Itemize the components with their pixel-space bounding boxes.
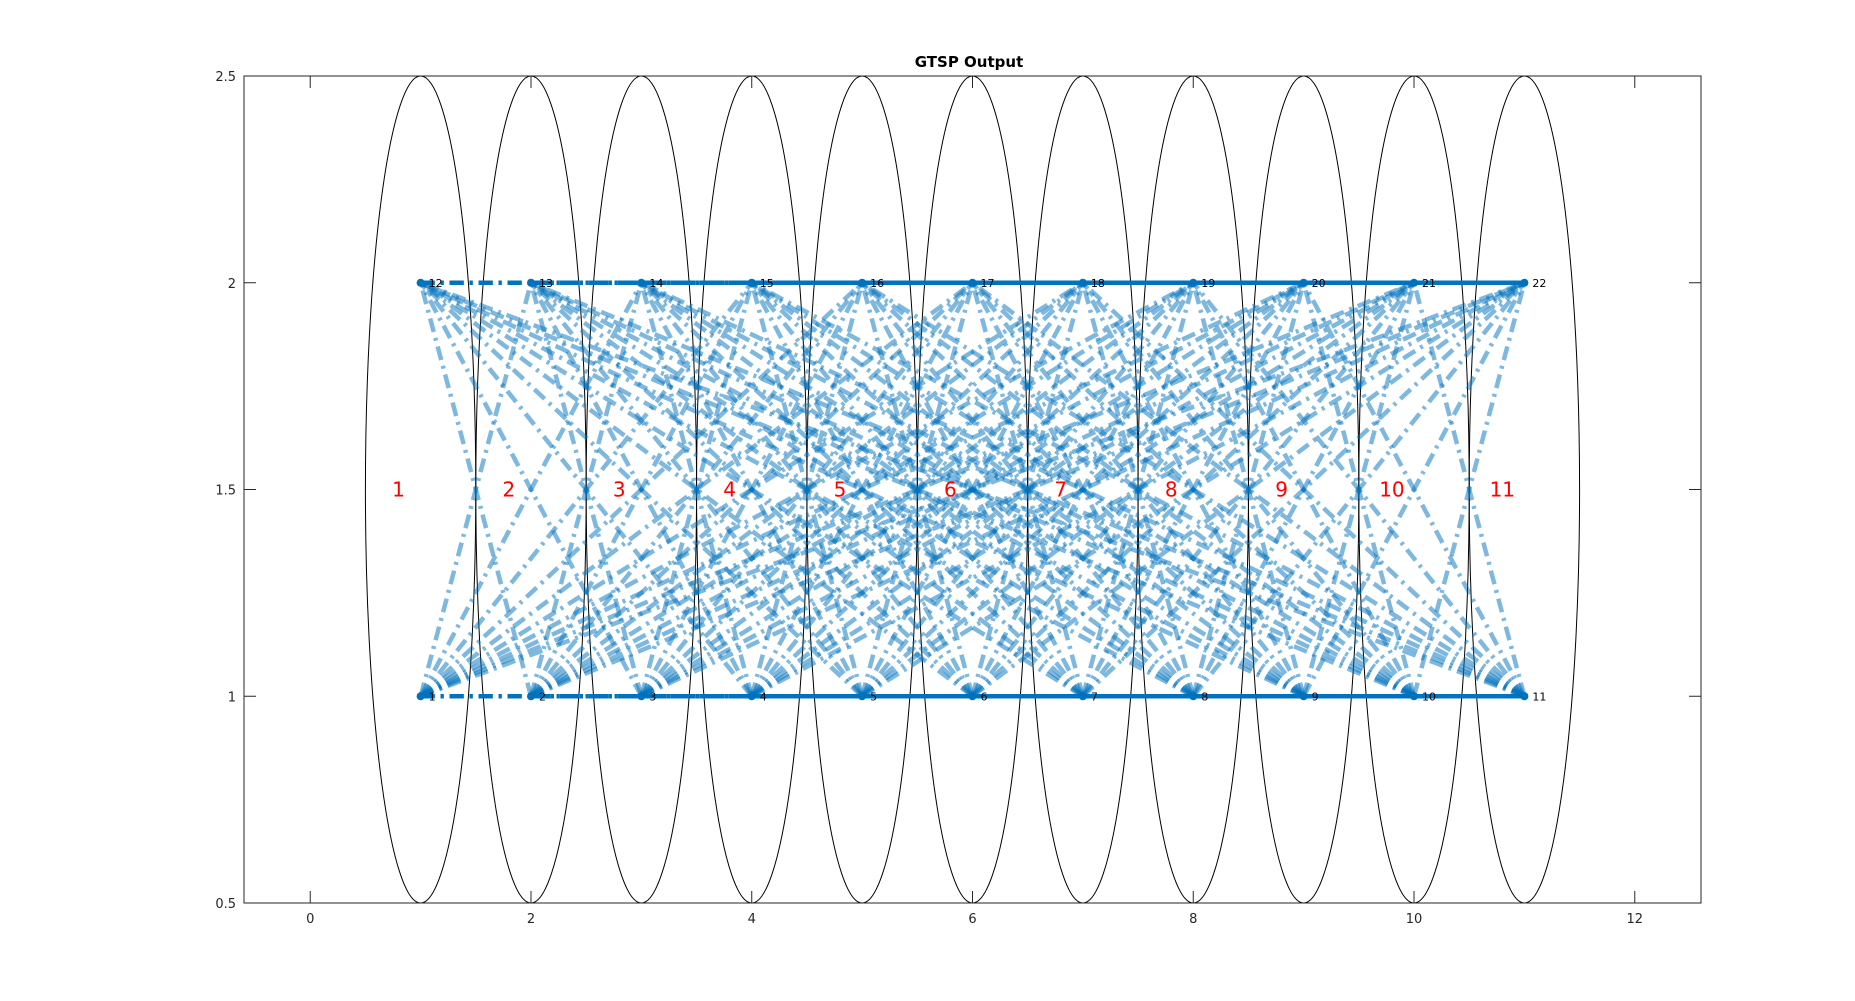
y-tick-label-1.5: 1.5	[215, 484, 236, 499]
axes: 0 2 4 6 8 10 120.511.522.5	[215, 70, 1702, 927]
node-3-point	[637, 692, 646, 701]
x-tick-label-0: 0	[306, 912, 314, 927]
node-18-label: 18	[1091, 277, 1105, 290]
node-18-point	[1078, 278, 1087, 287]
edge-10-15	[750, 280, 1416, 699]
x-tick-label-12: 12	[1626, 912, 1643, 927]
cluster-label-9: 9	[1275, 478, 1288, 502]
edge-11-21	[1411, 282, 1527, 697]
edge-10-12	[419, 280, 1415, 699]
edge-11-15	[750, 280, 1526, 699]
node-11-label: 11	[1532, 690, 1546, 703]
node-16-point	[858, 278, 867, 287]
node-20-point	[1299, 278, 1308, 287]
edge-11-18	[1081, 281, 1526, 698]
edge-4-12	[418, 281, 754, 698]
node-1-label: 1	[429, 690, 436, 703]
node-17-point	[968, 278, 977, 287]
node-12-point	[416, 278, 425, 287]
cluster-label-6: 6	[944, 478, 957, 502]
node-15-label: 15	[760, 277, 774, 290]
node-1-point	[416, 692, 425, 701]
edge-9-13	[529, 280, 1305, 699]
cluster-label-4: 4	[723, 478, 736, 502]
y-tick-label-2: 2	[228, 277, 236, 292]
node-12-label: 12	[429, 277, 443, 290]
edge-11-12	[419, 280, 1526, 699]
node-9-point	[1299, 692, 1308, 701]
edge-8-12	[419, 280, 1195, 699]
node-22-point	[1520, 278, 1529, 287]
edge-3-12	[418, 281, 644, 698]
node-20-label: 20	[1312, 277, 1326, 290]
edge-5-12	[419, 281, 864, 698]
node-5-point	[858, 692, 867, 701]
node-16-label: 16	[870, 277, 884, 290]
edge-9-12	[419, 280, 1305, 699]
edge-11-19	[1191, 281, 1527, 698]
node-21-point	[1410, 278, 1419, 287]
node-7-label: 7	[1091, 690, 1098, 703]
node-5-label: 5	[870, 690, 877, 703]
cluster-ellipse-11	[1468, 75, 1581, 904]
cluster-labels: 1 2 3 4 5 6 7 8 9 10 11	[392, 478, 1515, 502]
x-tick-label-4: 4	[748, 912, 756, 927]
x-tick-label-8: 8	[1189, 912, 1197, 927]
cluster-label-2: 2	[503, 478, 516, 502]
edge-10-14	[640, 280, 1416, 699]
tour-edges	[418, 280, 1527, 699]
node-4-label: 4	[760, 690, 767, 703]
edge-11-16	[860, 280, 1526, 699]
node-8-label: 8	[1201, 690, 1208, 703]
cluster-label-3: 3	[613, 478, 626, 502]
node-21-label: 21	[1422, 277, 1436, 290]
node-17-label: 17	[981, 277, 995, 290]
node-10-point	[1410, 692, 1419, 701]
edge-11-13	[530, 280, 1526, 699]
node-2-label: 2	[539, 690, 546, 703]
node-22-label: 22	[1532, 277, 1546, 290]
chart-title: GTSP Output	[915, 53, 1024, 71]
node-14-point	[637, 278, 646, 287]
node-14-label: 14	[649, 277, 663, 290]
node-2-point	[526, 692, 535, 701]
node-6-point	[968, 692, 977, 701]
x-tick-label-6: 6	[968, 912, 976, 927]
x-tick-label-2: 2	[527, 912, 535, 927]
cluster-label-1: 1	[392, 478, 405, 502]
edge-5-13	[529, 281, 864, 698]
node-13-label: 13	[539, 277, 553, 290]
cluster-label-11: 11	[1490, 478, 1515, 502]
edge-8-13	[529, 280, 1195, 699]
cluster-ellipse-1	[364, 75, 477, 904]
node-4-point	[747, 692, 756, 701]
node-19-label: 19	[1201, 277, 1215, 290]
node-9-label: 9	[1312, 690, 1319, 703]
y-tick-label-2.5: 2.5	[215, 70, 236, 85]
cluster-label-5: 5	[834, 478, 847, 502]
edge-10-13	[530, 280, 1415, 699]
node-3-label: 3	[649, 690, 656, 703]
node-6-label: 6	[981, 690, 988, 703]
x-tick-label-10: 10	[1406, 912, 1423, 927]
node-19-point	[1189, 278, 1198, 287]
y-tick-label-0.5: 0.5	[215, 897, 236, 912]
cluster-label-10: 10	[1379, 478, 1404, 502]
node-11-point	[1520, 692, 1529, 701]
y-tick-label-1: 1	[228, 690, 236, 705]
edge-2-12	[418, 282, 534, 697]
edge-11-14	[640, 280, 1526, 699]
node-10-label: 10	[1422, 690, 1436, 703]
edge-7-12	[419, 280, 1085, 699]
node-8-point	[1189, 692, 1198, 701]
node-15-point	[747, 278, 756, 287]
cluster-label-8: 8	[1165, 478, 1178, 502]
node-7-point	[1078, 692, 1087, 701]
edge-11-20	[1301, 281, 1527, 698]
node-13-point	[526, 278, 535, 287]
cluster-label-7: 7	[1054, 478, 1067, 502]
